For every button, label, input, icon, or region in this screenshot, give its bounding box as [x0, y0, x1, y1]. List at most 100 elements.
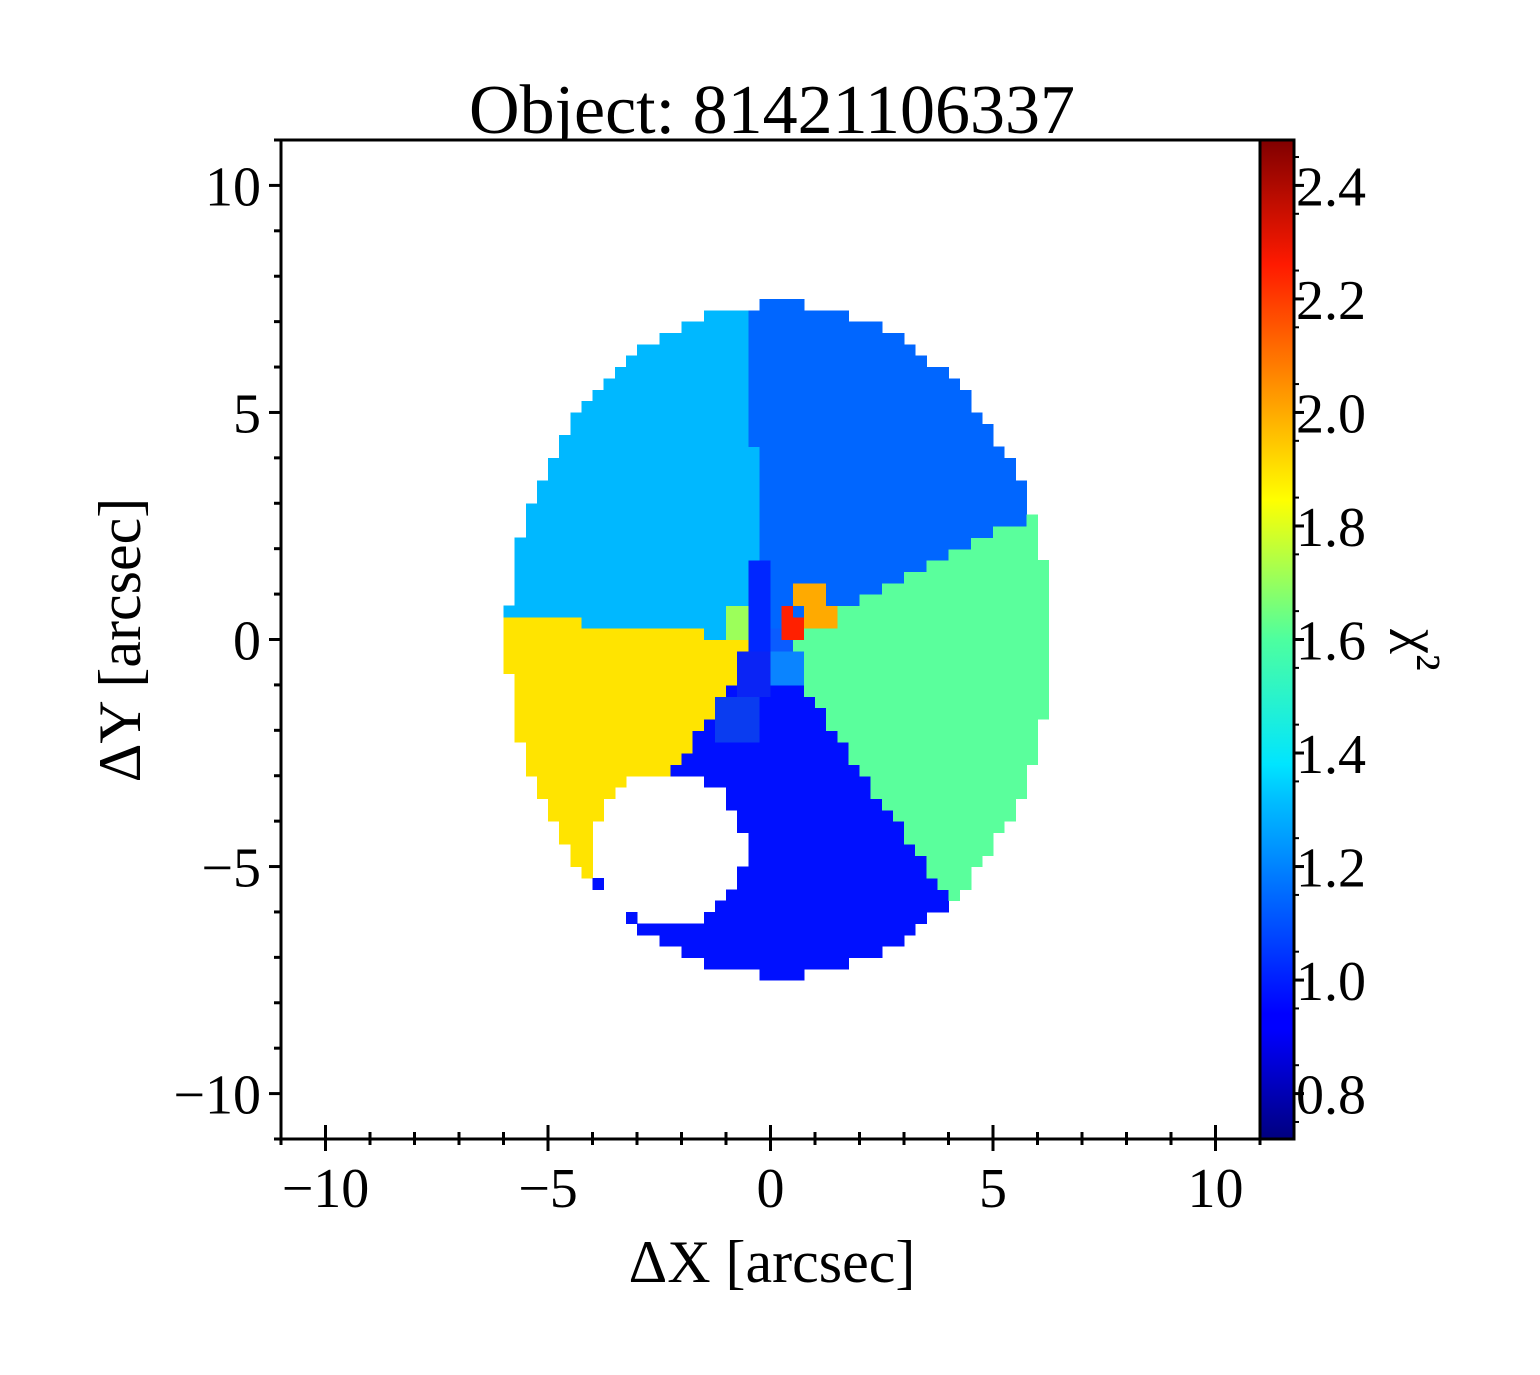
heatmap-cell — [881, 423, 894, 436]
heatmap-cell — [692, 560, 705, 572]
heatmap-cell — [915, 775, 927, 788]
heatmap-cell — [926, 628, 938, 641]
heatmap-cell — [815, 741, 827, 754]
heatmap-cell — [759, 911, 772, 924]
heatmap-cell — [603, 775, 616, 788]
heatmap-cell — [603, 457, 616, 470]
heatmap-cell — [859, 514, 872, 527]
heatmap-cell — [559, 503, 571, 516]
heatmap-cell — [837, 741, 849, 754]
heatmap-cell — [826, 673, 838, 686]
heatmap-cell — [603, 707, 616, 720]
heatmap-cell — [670, 696, 683, 709]
heatmap-cell — [625, 491, 638, 504]
heatmap-cell — [993, 457, 1005, 470]
heatmap-cell — [770, 684, 783, 697]
heatmap-cell — [803, 957, 816, 970]
heatmap-cell — [1015, 548, 1027, 561]
heatmap-cell — [648, 503, 660, 516]
heatmap-cell — [859, 843, 872, 856]
heatmap-cell — [726, 310, 738, 323]
heatmap-cell — [726, 707, 738, 720]
heatmap-cell — [692, 367, 705, 379]
heatmap-cell — [792, 730, 805, 743]
heatmap-cell — [548, 457, 560, 470]
heatmap-cell — [848, 514, 861, 527]
heatmap-cell — [592, 628, 605, 641]
heatmap-cell — [703, 753, 716, 765]
heatmap-cell — [637, 616, 649, 629]
heatmap-cell — [692, 446, 705, 459]
heatmap-cell — [1015, 764, 1027, 777]
heatmap-cell — [792, 696, 805, 709]
heatmap-cell — [770, 696, 783, 709]
heatmap-cell — [637, 582, 649, 595]
heatmap-cell — [892, 514, 905, 527]
heatmap-cell — [548, 673, 560, 686]
heatmap-cell — [1015, 605, 1027, 618]
heatmap-cell — [915, 662, 927, 675]
heatmap-cell — [570, 741, 582, 754]
heatmap-cell — [792, 798, 805, 811]
heatmap-cell — [881, 673, 894, 686]
heatmap-cell — [981, 809, 994, 822]
heatmap-cell — [714, 684, 727, 697]
heatmap-cell — [737, 548, 749, 561]
heatmap-cell — [981, 480, 994, 493]
heatmap-cell — [859, 491, 872, 504]
colorbar-tick-label: 2.4 — [1296, 156, 1366, 218]
heatmap-cell — [959, 855, 972, 868]
heatmap-cell — [692, 355, 705, 368]
heatmap-cell — [848, 821, 861, 834]
heatmap-cell — [681, 491, 694, 504]
heatmap-cell — [848, 389, 861, 402]
heatmap-cell — [603, 594, 616, 607]
heatmap-cell — [603, 605, 616, 618]
heatmap-cell — [670, 389, 683, 402]
heatmap-cell — [603, 684, 616, 697]
heatmap-cell — [614, 662, 627, 675]
heatmap-cell — [803, 469, 816, 482]
heatmap-cell — [870, 741, 883, 754]
heatmap-cell — [581, 560, 594, 572]
heatmap-cell — [759, 503, 772, 516]
heatmap-cell — [848, 367, 861, 379]
heatmap-cell — [592, 537, 605, 550]
heatmap-cell — [848, 809, 861, 822]
heatmap-cell — [670, 730, 683, 743]
y-tick-label: −5 — [201, 838, 261, 900]
heatmap-cell — [926, 900, 938, 913]
heatmap-cell — [770, 446, 783, 459]
heatmap-cell — [681, 344, 694, 357]
heatmap-cell — [848, 344, 861, 357]
heatmap-cell — [881, 934, 894, 947]
heatmap-cell — [848, 423, 861, 436]
heatmap-cell — [581, 650, 594, 663]
heatmap-cell — [815, 321, 827, 334]
heatmap-cell — [892, 571, 905, 584]
heatmap-cell — [937, 605, 950, 618]
heatmap-cell — [826, 367, 838, 379]
heatmap-cell — [703, 491, 716, 504]
heatmap-cell — [748, 469, 760, 482]
heatmap-cell — [581, 707, 594, 720]
heatmap-cell — [826, 594, 838, 607]
heatmap-cell — [993, 605, 1005, 618]
heatmap-cell — [937, 764, 950, 777]
heatmap-cell — [637, 423, 649, 436]
heatmap-cell — [848, 889, 861, 902]
heatmap-cell — [648, 673, 660, 686]
heatmap-cell — [904, 718, 916, 731]
heatmap-cell — [614, 650, 627, 663]
heatmap-cell — [870, 832, 883, 845]
heatmap-cell — [815, 412, 827, 425]
heatmap-cell — [759, 741, 772, 754]
heatmap-cell — [970, 514, 983, 527]
heatmap-cell — [714, 480, 727, 493]
heatmap-cell — [536, 616, 549, 629]
heatmap-cell — [737, 934, 749, 947]
heatmap-cell — [514, 662, 527, 675]
heatmap-cell — [559, 696, 571, 709]
heatmap-cell — [1026, 639, 1039, 652]
heatmap-cell — [892, 389, 905, 402]
